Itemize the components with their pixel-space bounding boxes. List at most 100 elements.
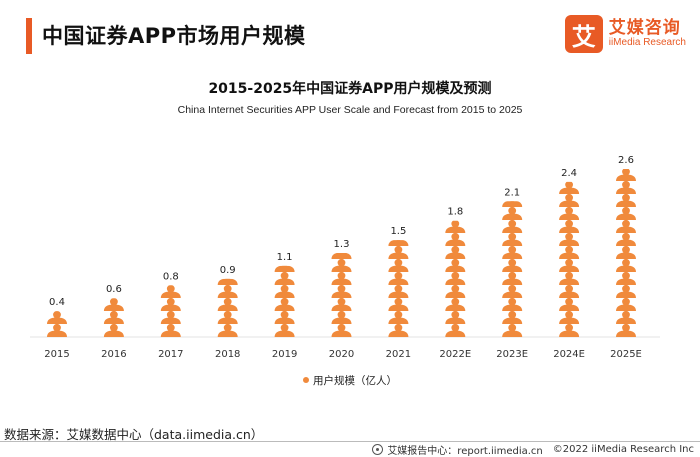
person-icon [502,201,523,207]
person-icon [331,258,352,272]
person-icon [388,245,409,259]
bar [445,220,466,337]
person-icon [559,219,580,233]
person-icon [331,271,352,285]
report-center-icon [372,444,384,455]
person-icon [445,271,466,285]
person-icon [616,193,636,207]
person-icon [616,206,636,220]
x-tick-label: 2024E [553,349,585,360]
person-icon [103,298,124,311]
data-label: 1.8 [447,207,463,218]
logo-en: iiMedia Research [608,36,686,48]
person-icon [616,323,636,337]
legend-swatch [303,377,309,383]
person-icon [47,323,67,337]
x-tick-label: 2021 [386,349,411,360]
person-icon [616,284,636,298]
person-icon [502,245,523,259]
bar [217,278,238,337]
person-icon [445,284,466,298]
person-icon [274,297,295,311]
person-icon [274,310,295,324]
bar [274,265,295,337]
x-tick-label: 2017 [158,349,183,360]
person-icon [217,297,238,311]
person-icon [616,297,636,311]
person-icon [616,245,636,259]
person-icon [47,311,67,324]
person-icon [445,245,466,259]
person-icon [502,297,523,311]
data-label: 0.6 [106,284,122,295]
x-tick-label: 2023E [496,349,528,360]
page-title: 中国证券APP市场用户规模 [42,24,306,48]
person-icon [559,206,580,220]
chart-legend: 用户规模（亿人） [0,373,700,388]
data-label: 0.8 [163,271,179,282]
x-tick-label: 2018 [215,349,240,360]
footer-divider [0,441,700,442]
person-icon [331,253,352,259]
data-label: 1.1 [277,252,293,263]
x-tick-label: 2016 [101,349,126,360]
person-icon [559,193,580,207]
person-icon [331,323,352,337]
person-icon [160,297,181,311]
person-icon [616,169,636,181]
x-tick-label: 2020 [329,349,354,360]
person-icon [502,310,523,324]
person-icon [217,284,238,298]
person-icon [502,284,523,298]
x-tick-label: 2019 [272,349,297,360]
person-icon [388,284,409,298]
person-icon [616,258,636,272]
person-icon [502,219,523,233]
person-icon [502,271,523,285]
report-site: 艾媒报告中心：report.iimedia.cn [387,446,543,457]
person-icon [445,258,466,272]
person-icon [559,297,580,311]
person-icon [445,232,466,246]
person-icon [445,323,466,337]
person-icon [445,310,466,324]
data-label: 1.5 [390,226,406,237]
person-icon [103,310,124,324]
title-accent-bar [26,18,32,54]
person-icon [502,206,523,220]
x-tick-label: 2025E [610,349,642,360]
person-icon [616,219,636,233]
person-icon [559,181,580,194]
person-icon [616,310,636,324]
bar [160,285,181,337]
logo-cn: 艾媒咨询 [608,17,681,38]
brand-logo: 艾 艾媒咨询 iiMedia Research [564,12,686,56]
data-label: 2.6 [618,155,634,166]
person-icon [445,297,466,311]
person-icon [274,284,295,298]
person-icon [388,323,409,337]
person-icon [616,180,636,194]
bar [616,169,636,337]
data-label: 0.9 [220,265,236,276]
person-icon [388,271,409,285]
person-icon [388,310,409,324]
person-icon [160,323,181,337]
person-icon [103,323,124,337]
bar [502,201,523,337]
person-icon [559,258,580,272]
person-icon [559,310,580,324]
data-label: 2.4 [561,168,577,179]
person-icon [274,323,295,337]
person-icon [502,232,523,246]
person-icon [160,285,181,298]
person-icon [331,284,352,298]
person-icon [274,271,295,285]
person-icon [331,297,352,311]
person-icon [559,284,580,298]
legend-label: 用户规模（亿人） [313,375,397,387]
copyright: ©2022 iiMedia Research Inc [552,444,694,455]
chart-subtitle: China Internet Securities APP User Scale… [177,104,523,116]
person-icon [217,323,238,337]
